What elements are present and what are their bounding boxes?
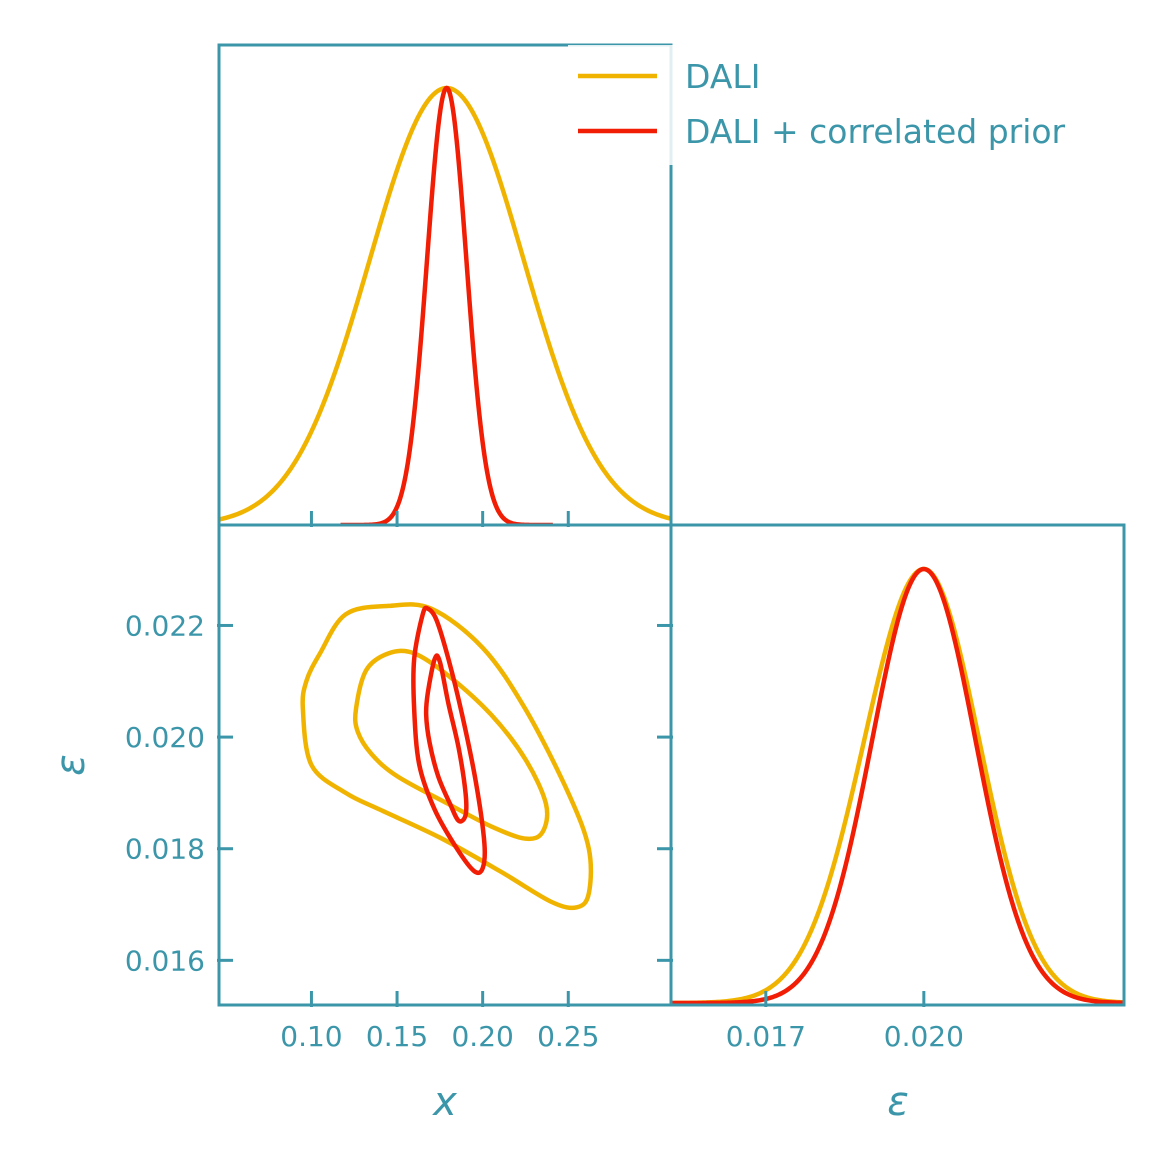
eps-marginal-axis-title: ε [887,1079,909,1125]
contour-frame [217,523,673,1007]
x-axis-title: x [431,1079,457,1125]
x-tick-label-1: 0.15 [366,1020,428,1053]
eps-tick-label-2: 0.020 [125,721,205,754]
contour-dali-prior-inner [423,653,469,824]
marginal-eps-frame [669,523,1126,1007]
contour-ticks: 0.10 0.15 0.20 0.25 0.016 0.018 0.020 0.022 [125,609,673,1053]
contour-dali-prior-outer [411,605,488,876]
eps-tick-label-0: 0.016 [125,944,205,977]
eps-tick-label-3: 0.022 [125,609,205,642]
eps-marginal-tick-label-1: 0.020 [884,1020,964,1053]
marginal-x-dali-prior-curve [340,85,553,525]
contour-group [300,602,594,911]
eps-tick-label-1: 0.018 [125,833,205,866]
legend-label-dali-prior: DALI + correlated prior [685,112,1066,151]
legend-label-dali: DALI [685,57,761,96]
legend-background [568,45,1113,165]
marginal-eps-panel: 0.017 0.020 [669,523,1126,1053]
eps-axis-title: ε [48,754,94,776]
legend: DALI DALI + correlated prior [568,45,1113,165]
contour-panel: 0.10 0.15 0.20 0.25 0.016 0.018 0.020 0.022 [125,523,673,1053]
x-tick-label-0: 0.10 [280,1020,342,1053]
marginal-eps-ticks: 0.017 0.020 [726,991,964,1053]
eps-marginal-tick-label-0: 0.017 [726,1020,806,1053]
contour-dali-inner [352,648,550,842]
contour-dali-outer [300,602,594,911]
marginal-eps-dali-prior-curve [671,566,1124,1005]
x-tick-label-3: 0.25 [537,1020,599,1053]
marginal-eps-dali-curve [671,566,1124,1005]
x-tick-label-2: 0.20 [451,1020,513,1053]
